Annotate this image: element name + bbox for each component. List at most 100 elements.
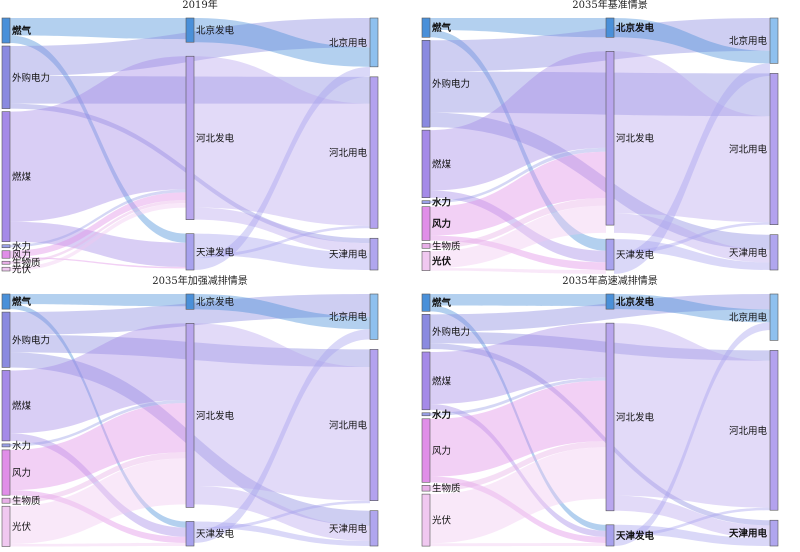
- flow-purchased-to-tj_use: [430, 343, 770, 526]
- flow-solar-to-tj_gen: [430, 268, 606, 274]
- node-label-hb_gen: 河北发电: [616, 133, 655, 145]
- flow-solar-to-tj_gen: [10, 542, 186, 547]
- flow-tj_gen-to-hb_use: [194, 500, 370, 531]
- flow-coal-to-tj_gen: [10, 433, 186, 537]
- node-hydro: [1, 443, 11, 448]
- node-wind: [1, 250, 11, 259]
- node-label-purchased: 外购电力: [432, 78, 470, 90]
- node-gas: [1, 17, 11, 44]
- node-label-solar: 光伏: [432, 515, 452, 527]
- flow-hydro-to-hb_gen: [10, 189, 186, 248]
- flow-biomass-to-hb_gen: [430, 198, 606, 249]
- flow-tj_gen-to-tj_use: [614, 524, 770, 546]
- node-tj_gen: [605, 524, 615, 547]
- node-label-wind: 风力: [12, 467, 31, 479]
- node-label-biomass: 生物质: [12, 257, 41, 269]
- panel-title: 2035年高速减排情景: [562, 274, 657, 287]
- flow-solar-to-hb_gen: [10, 203, 186, 271]
- flow-wind-to-hb_gen: [10, 403, 186, 491]
- flow-gas-to-bj_gen: [430, 18, 606, 38]
- node-hb_gen: [605, 51, 615, 226]
- node-label-purchased: 外购电力: [432, 326, 470, 338]
- flow-wind-to-tj_gen: [10, 490, 186, 543]
- node-label-wind: 风力: [432, 218, 451, 230]
- flow-bj_gen-to-bj_use: [194, 18, 370, 67]
- node-coal: [1, 370, 11, 442]
- flow-solar-to-hb_gen: [430, 447, 606, 544]
- node-biomass: [1, 497, 11, 504]
- node-gas: [421, 293, 431, 312]
- flow-links: [10, 18, 370, 271]
- node-gas: [421, 17, 431, 38]
- node-solar: [1, 266, 11, 272]
- node-label-bj_use: 北京用电: [329, 311, 368, 323]
- node-coal: [1, 111, 11, 243]
- node-hb_use: [369, 349, 379, 501]
- node-label-hb_gen: 河北发电: [616, 411, 655, 423]
- flow-wind-to-hb_gen: [10, 192, 186, 257]
- flow-coal-to-tj_gen: [10, 221, 186, 267]
- flow-hb_gen-to-hb_use: [194, 323, 370, 501]
- node-label-bj_gen: 北京发电: [196, 296, 235, 308]
- node-label-wind: 风力: [12, 249, 31, 261]
- flow-wind-to-hb_gen: [430, 151, 606, 236]
- flow-purchased-to-bj_use: [10, 18, 370, 77]
- node-label-hb_gen: 河北发电: [196, 132, 235, 144]
- node-purchased: [1, 45, 11, 109]
- node-hb_use: [769, 73, 779, 225]
- node-label-gas: 燃气: [432, 22, 452, 34]
- flow-solar-to-tj_gen: [430, 542, 606, 547]
- node-label-tj_use: 天津用电: [729, 528, 768, 540]
- node-label-biomass: 生物质: [432, 240, 461, 252]
- flow-coal-to-hb_gen: [430, 51, 606, 191]
- node-label-bj_use: 北京用电: [329, 37, 368, 49]
- flow-gas-to-tj_gen: [430, 305, 606, 531]
- node-hb_gen: [185, 323, 195, 508]
- flow-tj_gen-to-bj_use: [194, 329, 370, 543]
- node-tj_use: [369, 510, 379, 547]
- flow-wind-to-tj_gen: [430, 235, 606, 270]
- flow-purchased-to-bj_use: [430, 294, 770, 332]
- node-label-hb_use: 河北用电: [329, 420, 368, 432]
- node-wind: [421, 206, 431, 241]
- node-tj_gen: [185, 521, 195, 547]
- panel-title: 2035年基准情景: [572, 0, 647, 11]
- flow-hb_gen-to-tj_use: [614, 213, 770, 263]
- node-label-solar: 光伏: [12, 521, 32, 533]
- node-bj_gen: [605, 17, 615, 38]
- node-bj_use: [769, 17, 779, 64]
- flow-bj_gen-to-bj_use: [194, 294, 370, 330]
- flow-wind-to-hb_gen: [430, 380, 606, 477]
- flow-purchased-to-hb_use: [430, 331, 770, 361]
- node-coal: [421, 129, 431, 198]
- flow-coal-to-tj_gen: [430, 404, 606, 537]
- node-bj_use: [369, 17, 379, 68]
- flow-wind-to-tj_gen: [10, 256, 186, 269]
- flow-tj_gen-to-tj_use: [614, 239, 770, 270]
- node-label-bj_gen: 北京发电: [616, 22, 655, 34]
- node-solar: [1, 505, 11, 547]
- flow-coal-to-hb_gen: [430, 323, 606, 404]
- node-hb_gen: [185, 55, 195, 220]
- flow-biomass-to-hb_gen: [10, 452, 186, 504]
- node-hb_use: [369, 76, 379, 229]
- node-wind: [1, 449, 11, 496]
- node-label-hydro: 水力: [12, 440, 31, 452]
- flow-tj_gen-to-hb_use: [614, 222, 770, 255]
- node-label-tj_use: 天津用电: [329, 249, 368, 261]
- node-tj_use: [769, 519, 779, 547]
- node-label-solar: 光伏: [431, 255, 452, 267]
- flow-links: [430, 18, 770, 274]
- flow-tj_gen-to-bj_use: [194, 66, 370, 270]
- node-label-hb_use: 河北用电: [729, 144, 768, 156]
- node-bj_gen: [605, 293, 615, 310]
- node-bj_use: [369, 293, 379, 340]
- node-tj_gen: [185, 233, 195, 271]
- flow-coal-to-hb_gen: [10, 323, 186, 434]
- node-tj_gen: [605, 238, 615, 271]
- node-purchased: [1, 311, 11, 368]
